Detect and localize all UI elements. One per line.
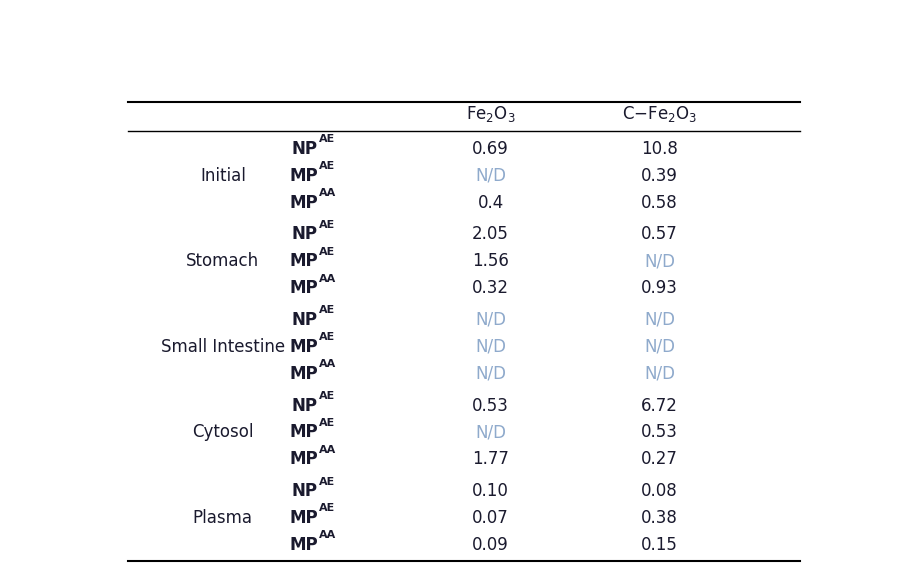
- Text: NP: NP: [292, 140, 318, 158]
- Text: AE: AE: [319, 306, 335, 315]
- Text: N/D: N/D: [644, 252, 675, 270]
- Text: AA: AA: [319, 445, 336, 455]
- Text: NP: NP: [292, 226, 318, 244]
- Text: NP: NP: [292, 311, 318, 329]
- Text: MP: MP: [289, 167, 318, 185]
- Text: 0.53: 0.53: [641, 424, 678, 442]
- Text: N/D: N/D: [475, 338, 506, 356]
- Text: AA: AA: [319, 530, 336, 540]
- Text: AE: AE: [319, 161, 335, 171]
- Text: Small Intestine: Small Intestine: [161, 338, 285, 356]
- Text: N/D: N/D: [475, 365, 506, 383]
- Text: 0.08: 0.08: [641, 482, 678, 500]
- Text: AA: AA: [319, 188, 336, 198]
- Text: N/D: N/D: [475, 424, 506, 442]
- Text: C$-$Fe$_2$O$_3$: C$-$Fe$_2$O$_3$: [622, 104, 697, 125]
- Text: 0.15: 0.15: [641, 536, 678, 554]
- Text: 0.38: 0.38: [641, 509, 678, 527]
- Text: MP: MP: [289, 194, 318, 212]
- Text: Plasma: Plasma: [193, 509, 253, 527]
- Text: MP: MP: [289, 252, 318, 270]
- Text: N/D: N/D: [644, 365, 675, 383]
- Text: AE: AE: [319, 504, 335, 513]
- Text: MP: MP: [289, 338, 318, 356]
- Text: 0.4: 0.4: [477, 194, 504, 212]
- Text: 0.58: 0.58: [641, 194, 678, 212]
- Text: MP: MP: [289, 451, 318, 468]
- Text: MP: MP: [289, 536, 318, 554]
- Text: AE: AE: [319, 391, 335, 401]
- Text: AE: AE: [319, 418, 335, 428]
- Text: AE: AE: [319, 332, 335, 342]
- Text: MP: MP: [289, 424, 318, 442]
- Text: 0.57: 0.57: [641, 226, 678, 244]
- Text: 0.69: 0.69: [472, 140, 509, 158]
- Text: 2.05: 2.05: [472, 226, 509, 244]
- Text: Initial: Initial: [200, 167, 245, 185]
- Text: 1.56: 1.56: [472, 252, 509, 270]
- Text: MP: MP: [289, 279, 318, 297]
- Text: AE: AE: [319, 134, 335, 144]
- Text: AA: AA: [319, 274, 336, 284]
- Text: NP: NP: [292, 396, 318, 415]
- Text: 10.8: 10.8: [641, 140, 678, 158]
- Text: 0.93: 0.93: [641, 279, 678, 297]
- Text: AE: AE: [319, 247, 335, 257]
- Text: 0.07: 0.07: [472, 509, 509, 527]
- Text: MP: MP: [289, 509, 318, 527]
- Text: AA: AA: [319, 359, 336, 369]
- Text: N/D: N/D: [475, 167, 506, 185]
- Text: MP: MP: [289, 365, 318, 383]
- Text: Cytosol: Cytosol: [192, 424, 254, 442]
- Text: 0.32: 0.32: [472, 279, 509, 297]
- Text: 0.53: 0.53: [472, 396, 509, 415]
- Text: Stomach: Stomach: [186, 252, 259, 270]
- Text: 0.09: 0.09: [472, 536, 509, 554]
- Text: 0.27: 0.27: [641, 451, 678, 468]
- Text: AE: AE: [319, 220, 335, 230]
- Text: N/D: N/D: [644, 338, 675, 356]
- Text: N/D: N/D: [475, 311, 506, 329]
- Text: NP: NP: [292, 482, 318, 500]
- Text: 0.10: 0.10: [472, 482, 509, 500]
- Text: Fe$_2$O$_3$: Fe$_2$O$_3$: [465, 104, 515, 125]
- Text: 6.72: 6.72: [641, 396, 678, 415]
- Text: N/D: N/D: [644, 311, 675, 329]
- Text: 1.77: 1.77: [472, 451, 509, 468]
- Text: 0.39: 0.39: [641, 167, 678, 185]
- Text: AE: AE: [319, 477, 335, 487]
